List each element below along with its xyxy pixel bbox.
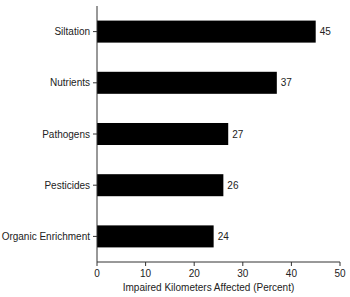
category-label: Siltation bbox=[54, 26, 90, 37]
bar bbox=[97, 174, 223, 196]
tick-label: 50 bbox=[334, 268, 346, 279]
tick-mark bbox=[145, 262, 146, 266]
tick-mark bbox=[291, 262, 292, 266]
bar bbox=[97, 123, 228, 145]
category-label: Pesticides bbox=[44, 180, 90, 191]
tick-label: 40 bbox=[286, 268, 298, 279]
tick-label: 10 bbox=[140, 268, 152, 279]
bars bbox=[97, 21, 316, 248]
x-axis-label: Impaired Kilometers Affected (Percent) bbox=[123, 282, 295, 293]
data-label: 24 bbox=[218, 231, 230, 242]
category-label: Organic Enrichment bbox=[2, 231, 91, 242]
data-label: 45 bbox=[320, 26, 332, 37]
tick-label: 30 bbox=[237, 268, 249, 279]
bar bbox=[97, 72, 277, 94]
category-label: Pathogens bbox=[42, 129, 90, 140]
tick-mark bbox=[340, 262, 341, 266]
tick-mark bbox=[194, 262, 195, 266]
category-tick bbox=[93, 236, 97, 237]
tick-label: 0 bbox=[94, 268, 100, 279]
category-label: Nutrients bbox=[50, 77, 90, 88]
bar bbox=[97, 21, 316, 43]
category-tick bbox=[93, 82, 97, 83]
category-tick bbox=[93, 31, 97, 32]
data-label: 27 bbox=[232, 129, 244, 140]
chart-svg: 0 10 20 30 40 50 Siltation Nutrients Pathogens Pe… bbox=[0, 0, 350, 297]
data-label: 26 bbox=[227, 180, 239, 191]
tick-mark bbox=[97, 262, 98, 266]
chart-container: 0 10 20 30 40 50 Siltation Nutrients Pathogens Pe… bbox=[0, 0, 350, 297]
bar bbox=[97, 225, 214, 247]
data-label: 37 bbox=[281, 77, 293, 88]
tick-mark bbox=[242, 262, 243, 266]
value-axis-line bbox=[97, 262, 340, 263]
tick-label: 20 bbox=[189, 268, 201, 279]
category-tick bbox=[93, 134, 97, 135]
category-tick bbox=[93, 185, 97, 186]
